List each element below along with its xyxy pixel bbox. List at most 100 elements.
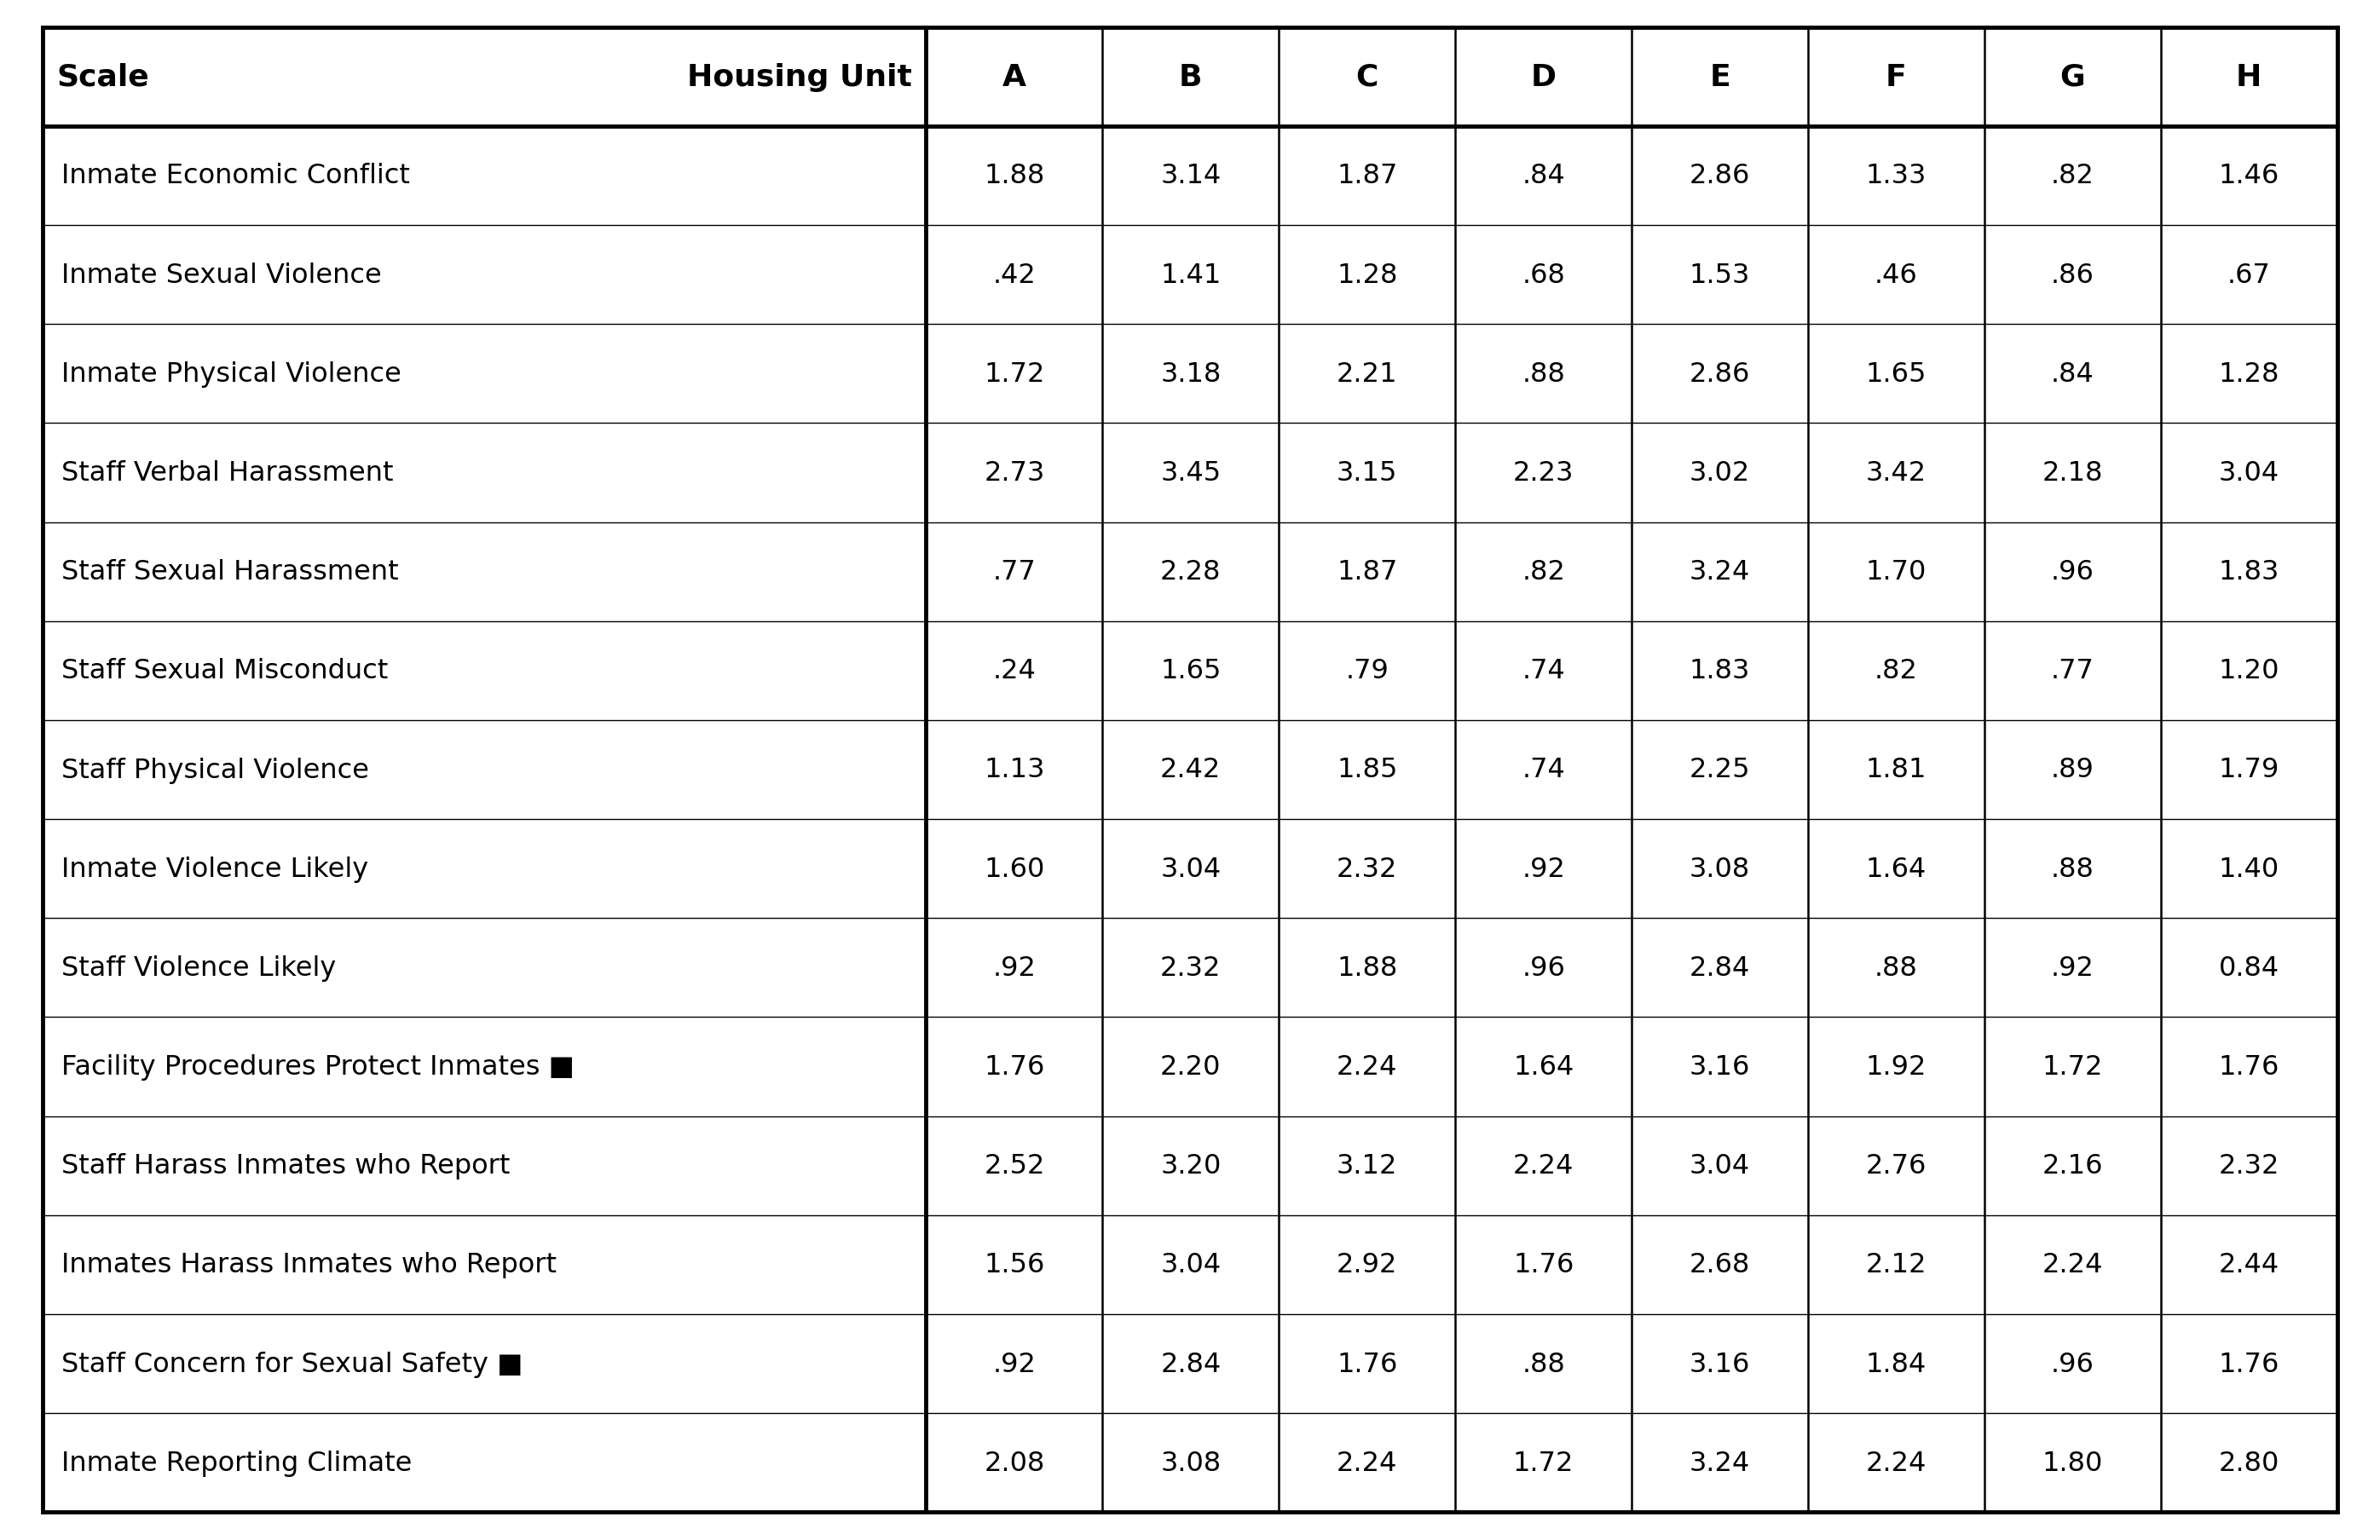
Text: .68: .68 <box>1521 262 1566 288</box>
Text: 2.80: 2.80 <box>2218 1449 2280 1475</box>
Text: 3.04: 3.04 <box>1161 1252 1221 1278</box>
Text: .74: .74 <box>1521 756 1566 784</box>
Text: 1.72: 1.72 <box>2042 1053 2104 1080</box>
Text: 1.76: 1.76 <box>1514 1252 1573 1278</box>
Text: 2.23: 2.23 <box>1514 460 1573 487</box>
Text: Inmate Physical Violence: Inmate Physical Violence <box>62 360 402 388</box>
Text: 3.24: 3.24 <box>1690 559 1749 585</box>
Text: 1.41: 1.41 <box>1161 262 1221 288</box>
Text: .77: .77 <box>992 559 1035 585</box>
Text: 1.76: 1.76 <box>1338 1351 1397 1377</box>
Text: .88: .88 <box>1875 955 1918 981</box>
Text: 1.88: 1.88 <box>983 163 1045 189</box>
Text: .24: .24 <box>992 658 1035 684</box>
Text: 2.21: 2.21 <box>1338 360 1397 388</box>
Text: 1.81: 1.81 <box>1866 756 1928 784</box>
Text: 1.64: 1.64 <box>1866 856 1925 882</box>
Text: 3.16: 3.16 <box>1690 1351 1749 1377</box>
Text: F: F <box>1885 63 1906 92</box>
Text: .67: .67 <box>2228 262 2271 288</box>
Text: 1.65: 1.65 <box>1866 360 1928 388</box>
Text: 2.08: 2.08 <box>983 1449 1045 1475</box>
Text: 2.86: 2.86 <box>1690 163 1749 189</box>
Text: 2.32: 2.32 <box>2218 1152 2280 1180</box>
Text: B: B <box>1178 63 1202 92</box>
Text: 1.80: 1.80 <box>2042 1449 2104 1475</box>
Text: .77: .77 <box>2052 658 2094 684</box>
Text: Facility Procedures Protect Inmates ■: Facility Procedures Protect Inmates ■ <box>62 1053 574 1080</box>
Text: 1.46: 1.46 <box>2218 163 2280 189</box>
Text: 1.64: 1.64 <box>1514 1053 1573 1080</box>
Text: .42: .42 <box>992 262 1035 288</box>
Text: 2.86: 2.86 <box>1690 360 1749 388</box>
Text: 1.13: 1.13 <box>983 756 1045 784</box>
Text: 1.28: 1.28 <box>2218 360 2280 388</box>
Text: 2.24: 2.24 <box>2042 1252 2104 1278</box>
Text: .96: .96 <box>1521 955 1566 981</box>
Text: .82: .82 <box>2052 163 2094 189</box>
Text: Scale: Scale <box>57 63 150 92</box>
Text: 2.24: 2.24 <box>1338 1449 1397 1475</box>
Text: E: E <box>1709 63 1730 92</box>
Text: 2.24: 2.24 <box>1338 1053 1397 1080</box>
Text: Staff Harass Inmates who Report: Staff Harass Inmates who Report <box>62 1152 509 1180</box>
Text: 1.28: 1.28 <box>1338 262 1397 288</box>
Text: 3.08: 3.08 <box>1690 856 1749 882</box>
Text: .92: .92 <box>992 955 1035 981</box>
Text: .88: .88 <box>1521 360 1566 388</box>
Text: 1.20: 1.20 <box>2218 658 2280 684</box>
Text: G: G <box>2061 63 2085 92</box>
Text: 1.83: 1.83 <box>1690 658 1749 684</box>
Text: Staff Violence Likely: Staff Violence Likely <box>62 955 336 981</box>
Text: 2.18: 2.18 <box>2042 460 2104 487</box>
Text: 1.65: 1.65 <box>1161 658 1221 684</box>
Text: 2.32: 2.32 <box>1159 955 1221 981</box>
Text: .82: .82 <box>1521 559 1566 585</box>
Text: 2.84: 2.84 <box>1161 1351 1221 1377</box>
Text: 2.73: 2.73 <box>983 460 1045 487</box>
Text: .86: .86 <box>2052 262 2094 288</box>
Text: 3.45: 3.45 <box>1161 460 1221 487</box>
Text: 2.32: 2.32 <box>1338 856 1397 882</box>
Text: .84: .84 <box>2052 360 2094 388</box>
Text: 1.72: 1.72 <box>1514 1449 1573 1475</box>
Text: 3.14: 3.14 <box>1161 163 1221 189</box>
Text: 1.85: 1.85 <box>1338 756 1397 784</box>
Text: 3.08: 3.08 <box>1161 1449 1221 1475</box>
Text: 3.12: 3.12 <box>1338 1152 1397 1180</box>
Text: .74: .74 <box>1521 658 1566 684</box>
Text: .79: .79 <box>1345 658 1390 684</box>
Text: D: D <box>1530 63 1557 92</box>
Text: Inmate Sexual Violence: Inmate Sexual Violence <box>62 262 381 288</box>
Text: .88: .88 <box>1521 1351 1566 1377</box>
Text: C: C <box>1357 63 1378 92</box>
Text: 3.04: 3.04 <box>1690 1152 1749 1180</box>
Text: Inmate Economic Conflict: Inmate Economic Conflict <box>62 163 409 189</box>
Text: 1.56: 1.56 <box>983 1252 1045 1278</box>
Text: 1.76: 1.76 <box>983 1053 1045 1080</box>
Text: 3.15: 3.15 <box>1338 460 1397 487</box>
Text: 1.84: 1.84 <box>1866 1351 1925 1377</box>
Text: 3.18: 3.18 <box>1161 360 1221 388</box>
Text: Staff Sexual Harassment: Staff Sexual Harassment <box>62 559 397 585</box>
Text: 1.40: 1.40 <box>2218 856 2280 882</box>
Text: 2.20: 2.20 <box>1159 1053 1221 1080</box>
Text: Staff Physical Violence: Staff Physical Violence <box>62 756 369 784</box>
Text: 3.42: 3.42 <box>1866 460 1925 487</box>
Text: 1.92: 1.92 <box>1866 1053 1928 1080</box>
Text: 3.04: 3.04 <box>2218 460 2280 487</box>
Text: .92: .92 <box>2052 955 2094 981</box>
Text: 1.88: 1.88 <box>1338 955 1397 981</box>
Text: 3.24: 3.24 <box>1690 1449 1749 1475</box>
Text: 2.12: 2.12 <box>1866 1252 1928 1278</box>
Text: Staff Sexual Misconduct: Staff Sexual Misconduct <box>62 658 388 684</box>
Text: Inmate Violence Likely: Inmate Violence Likely <box>62 856 369 882</box>
Text: 3.16: 3.16 <box>1690 1053 1749 1080</box>
Text: 1.76: 1.76 <box>2218 1053 2280 1080</box>
Text: 1.70: 1.70 <box>1866 559 1928 585</box>
Text: 2.16: 2.16 <box>2042 1152 2104 1180</box>
Text: .82: .82 <box>1875 658 1918 684</box>
Text: 2.25: 2.25 <box>1690 756 1749 784</box>
Text: 2.24: 2.24 <box>1866 1449 1928 1475</box>
Text: 1.53: 1.53 <box>1690 262 1749 288</box>
